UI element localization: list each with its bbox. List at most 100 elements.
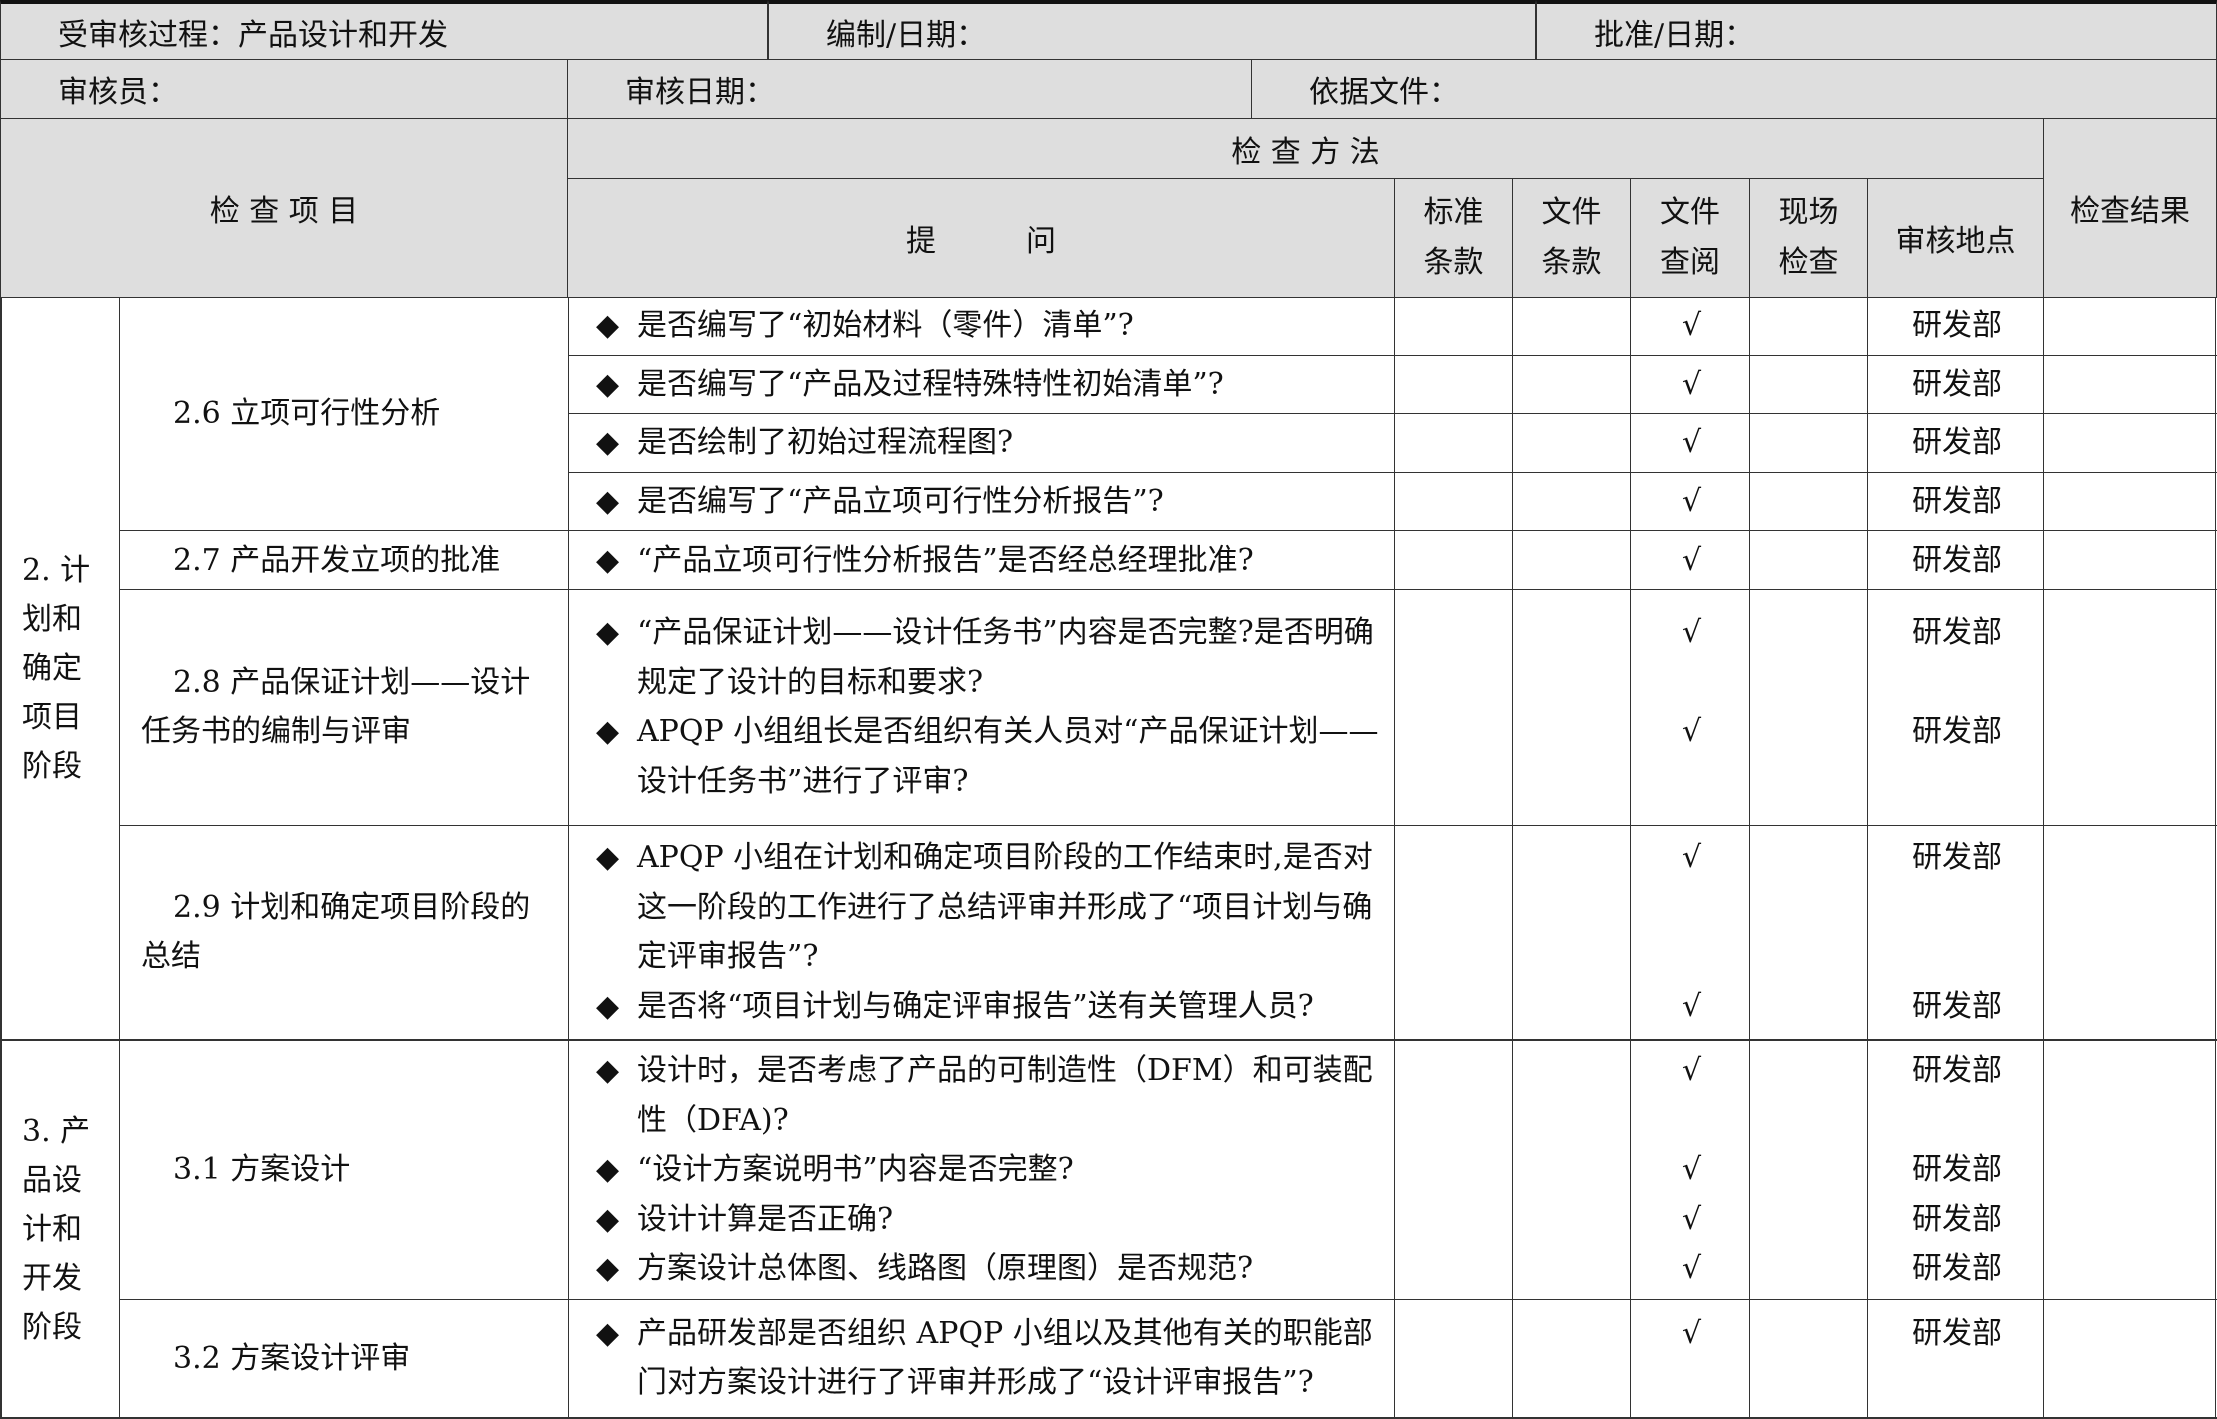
- question-cell: ◆ 是否编写了“初始材料（零件）清单”?: [569, 301, 1396, 351]
- col-review-header: 文件 查阅: [1630, 178, 1750, 298]
- check-item-title: 3.1 方案设计: [173, 1152, 351, 1188]
- question-text: 方案设计总体图、线路图（原理图）是否规范?: [637, 1251, 1254, 1287]
- standard-clause-cell: [1396, 1195, 1514, 1245]
- question-cell: ◆ 设计计算是否正确?: [569, 1195, 1396, 1245]
- standard-clause-cell: [1396, 1309, 1514, 1408]
- question-row: ◆ 设计时，是否考虑了产品的可制造性（DFM）和可装配性（DFA)? √ 研发部: [569, 1046, 2217, 1145]
- compiled-cell: 编制/日期：: [768, 0, 1536, 60]
- bullet-diamond-icon: ◆: [596, 1053, 620, 1089]
- check-item-title: 2.9 计划和确定项目阶段的总结: [141, 890, 531, 975]
- approved-label: 批准/日期：: [1594, 17, 1755, 53]
- check-item-title-cell: 2.8 产品保证计划——设计任务书的编制与评审: [120, 590, 569, 825]
- document-clause-cell: [1514, 707, 1632, 806]
- audit-location: 研发部: [1912, 1152, 2002, 1188]
- check-result-cell: [2045, 982, 2217, 1032]
- bullet-diamond-icon: ◆: [596, 366, 620, 402]
- col-standard-line: 标准: [1423, 195, 1484, 230]
- phase-subitems: 2.6 立项可行性分析 ◆ 是否编写了“初始材料（零件）清单”? √ 研发部 ◆ 是否编写了…: [120, 297, 2217, 1039]
- grid-line: [2215, 297, 2216, 1419]
- check-result-cell: [2045, 1244, 2217, 1294]
- document-clause-cell: [1514, 1145, 1632, 1195]
- onsite-check-cell: [1751, 982, 1869, 1032]
- check-item-row: 2.8 产品保证计划——设计任务书的编制与评审 ◆ “产品保证计划——设计任务书”内…: [120, 590, 2217, 826]
- col-onsite-line: 检查: [1778, 245, 1839, 280]
- check-item-title: 2.7 产品开发立项的批准: [173, 542, 501, 578]
- check-item-title-cell: 2.9 计划和确定项目阶段的总结: [120, 825, 569, 1039]
- bullet-diamond-icon: ◆: [596, 1201, 620, 1237]
- question-cell: ◆ 是否编写了“产品及过程特殊特性初始清单”?: [569, 360, 1396, 410]
- check-result-cell: [2045, 1145, 2217, 1195]
- col-result-header: 检查结果: [2043, 118, 2217, 298]
- question-list: ◆ 设计时，是否考虑了产品的可制造性（DFM）和可装配性（DFA)? √ 研发部 ◆ “设…: [569, 1041, 2217, 1299]
- question-row: ◆ 是否编写了“产品立项可行性分析报告”? √ 研发部: [569, 473, 2217, 531]
- question-row: ◆ 是否编写了“产品及过程特殊特性初始清单”? √ 研发部: [569, 356, 2217, 415]
- audit-location: 研发部: [1912, 988, 2002, 1024]
- document-clause-cell: [1514, 1309, 1632, 1408]
- document-clause-cell: [1514, 608, 1632, 707]
- col-standard-header: 标准 条款: [1394, 178, 1513, 298]
- question-cell: ◆ 是否绘制了初始过程流程图?: [569, 418, 1396, 468]
- document-review-check: √: [1681, 615, 1702, 651]
- phase-group: 2. 计划和确定项目阶段 2.6 立项可行性分析 ◆ 是否编写了“初始材料（零件）清单…: [0, 297, 2217, 1041]
- bullet-diamond-icon: ◆: [596, 542, 620, 578]
- col-document-header: 文件 条款: [1512, 178, 1631, 298]
- audit-location: 研发部: [1912, 542, 2002, 578]
- document-clause-cell: [1514, 1244, 1632, 1294]
- onsite-check-cell: [1751, 707, 1869, 806]
- bullet-diamond-icon: ◆: [596, 840, 620, 876]
- question-row: ◆ APQP 小组组长是否组织有关人员对“产品保证计划——设计任务书”进行了评审?…: [569, 707, 2217, 806]
- audit-location: 研发部: [1912, 1201, 2002, 1237]
- question-row: ◆ “产品保证计划——设计任务书”内容是否完整?是否明确规定了设计的目标和要求? √…: [569, 608, 2217, 707]
- col-onsite-header: 现场 检查: [1749, 178, 1868, 298]
- col-question-label: 提 问: [906, 224, 1056, 259]
- compiled-label: 编制/日期：: [826, 17, 987, 53]
- bullet-diamond-icon: ◆: [596, 425, 620, 461]
- grid-line: [2043, 297, 2044, 1419]
- question-text: 是否编写了“产品及过程特殊特性初始清单”?: [637, 366, 1224, 402]
- check-item-row: 3.2 方案设计评审 ◆ 产品研发部是否组织 APQP 小组以及其他有关的职能部门对…: [120, 1299, 2217, 1417]
- col-location-header: 审核地点: [1867, 178, 2044, 298]
- document-review-check: √: [1681, 542, 1702, 578]
- phase-label-text: 3. 产品设计和开发阶段: [22, 1113, 91, 1345]
- bullet-diamond-icon: ◆: [596, 1152, 620, 1188]
- check-item-row: 2.6 立项可行性分析 ◆ 是否编写了“初始材料（零件）清单”? √ 研发部 ◆ 是否编写了…: [120, 297, 2217, 532]
- auditor-label: 审核员：: [58, 75, 178, 110]
- onsite-check-cell: [1751, 1145, 1869, 1195]
- document-review-check: √: [1681, 1152, 1702, 1188]
- check-result-cell: [2045, 608, 2217, 707]
- question-text: 设计计算是否正确?: [637, 1201, 894, 1237]
- col-standard-line: 条款: [1423, 245, 1484, 280]
- process-label: 受审核过程：产品设计和开发: [58, 17, 448, 53]
- document-clause-cell: [1514, 1046, 1632, 1145]
- question-text: 设计时，是否考虑了产品的可制造性（DFM）和可装配性（DFA)?: [637, 1053, 1373, 1138]
- col-item-label: 检 查 项 目: [209, 194, 359, 229]
- audit-location: 研发部: [1912, 714, 2002, 750]
- col-item-header: 检 查 项 目: [0, 118, 568, 298]
- onsite-check-cell: [1751, 1309, 1869, 1408]
- auditor-cell: 审核员：: [0, 59, 568, 119]
- audit-location: 研发部: [1912, 1315, 2002, 1351]
- standard-clause-cell: [1396, 707, 1514, 806]
- question-row: ◆ 是否将“项目计划与确定评审报告”送有关管理人员? √ 研发部: [569, 982, 2217, 1032]
- question-row: ◆ APQP 小组在计划和确定项目阶段的工作结束时,是否对这一阶段的工作进行了总结…: [569, 833, 2217, 982]
- standard-clause-cell: [1396, 608, 1514, 707]
- check-item-title: 2.6 立项可行性分析: [173, 396, 441, 432]
- bullet-diamond-icon: ◆: [596, 483, 620, 519]
- bullet-diamond-icon: ◆: [596, 308, 620, 344]
- question-cell: ◆ APQP 小组在计划和确定项目阶段的工作结束时,是否对这一阶段的工作进行了总结…: [569, 833, 1396, 982]
- check-item-row: 3.1 方案设计 ◆ 设计时，是否考虑了产品的可制造性（DFM）和可装配性（DFA)…: [120, 1041, 2217, 1300]
- phase-label: 3. 产品设计和开发阶段: [2, 1041, 120, 1417]
- question-text: APQP 小组在计划和确定项目阶段的工作结束时,是否对这一阶段的工作进行了总结评…: [637, 840, 1373, 975]
- document-review-check: √: [1681, 483, 1702, 519]
- check-item-title-cell: 3.1 方案设计: [120, 1041, 569, 1299]
- question-row: ◆ “设计方案说明书”内容是否完整? √ 研发部: [569, 1145, 2217, 1195]
- grid-line: [1394, 297, 1395, 1419]
- question-text: “设计方案说明书”内容是否完整?: [637, 1152, 1074, 1188]
- audit-location: 研发部: [1912, 1053, 2002, 1089]
- audit-date-label: 审核日期：: [625, 75, 775, 110]
- check-result-cell: [2045, 1046, 2217, 1145]
- col-review-line: 查阅: [1660, 245, 1720, 280]
- question-cell: ◆ “产品保证计划——设计任务书”内容是否完整?是否明确规定了设计的目标和要求?: [569, 608, 1396, 707]
- phase-label-text: 2. 计划和确定项目阶段: [22, 552, 91, 784]
- grid-line: [1867, 297, 1868, 1419]
